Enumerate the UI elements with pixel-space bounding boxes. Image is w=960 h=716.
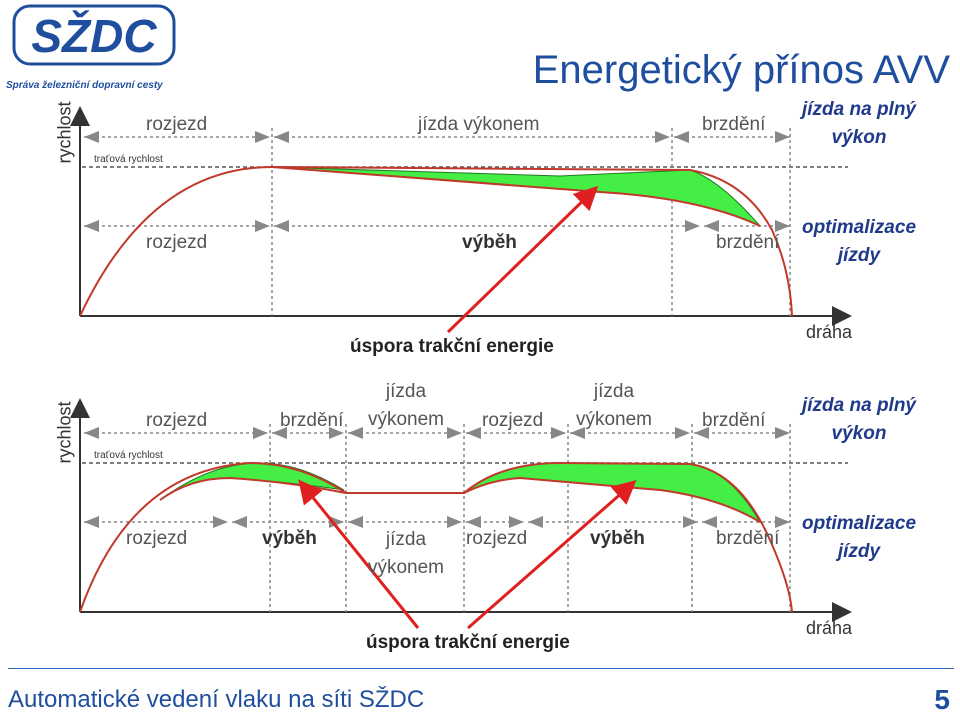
bottom-full-power-side-label: jízda na plný výkon: [784, 392, 934, 448]
top-row2-label-2: výběh: [462, 232, 517, 253]
logo-subtitle: Správa železniční dopravní cesty: [6, 80, 163, 91]
bottom-row2-label-7: brzdění: [716, 528, 780, 549]
logo-text: SŽDC: [31, 10, 157, 62]
bottom-optimized-side-label: optimalizace jízdy: [784, 510, 934, 566]
top-full-power-side-line1: jízda na plný: [801, 99, 917, 120]
bottom-row1-label-3b: výkonem: [367, 409, 445, 430]
top-x-axis-label: dráha: [806, 322, 853, 342]
bottom-saving-label: úspora trakční energie: [366, 632, 570, 653]
bottom-row1-label-3a: jízda: [385, 381, 427, 402]
bottom-full-power-side-line1: jízda na plný: [801, 395, 917, 416]
page-title: Energetický přínos AVV: [532, 48, 950, 92]
footer-text: Automatické vedení vlaku na síti SŽDC: [8, 686, 425, 713]
top-optimized-side-line2: jízdy: [837, 245, 881, 266]
top-row1-label-1: rozjezd: [146, 114, 208, 135]
top-row1-label-2: jízda výkonem: [418, 114, 540, 135]
bottom-row1-label-1: rozjezd: [146, 410, 208, 431]
bottom-x-axis-label: dráha: [806, 618, 853, 638]
bottom-row1-label-6: jízda výkonem: [574, 378, 654, 434]
top-row1-dimensions: [84, 128, 791, 316]
bottom-row2-label-1: rozjezd: [126, 528, 188, 549]
top-full-power-side-label: jízda na plný výkon: [784, 96, 934, 152]
bottom-full-power-curve: [79, 461, 793, 613]
bottom-saving-pointer-1: [298, 479, 420, 629]
bottom-row1-label-5: rozjezd: [482, 410, 544, 431]
logo-mark: SŽDC: [12, 4, 176, 66]
page-number: 5: [934, 684, 950, 715]
logo: SŽDC: [4, 2, 180, 90]
bottom-y-axis-label: rychlost: [54, 401, 75, 464]
top-optimized-side-label: optimalizace jízdy: [784, 214, 934, 270]
bottom-row1-label-3: jízda výkonem: [366, 378, 446, 434]
bottom-row2-label-3b: výkonem: [367, 557, 445, 578]
top-row1-label-3: brzdění: [702, 114, 766, 135]
top-speed-line-label: traťová rychlost: [94, 154, 163, 165]
bottom-row1-label-6a: jízda: [593, 381, 635, 402]
top-optimized-curve: [271, 166, 761, 227]
bottom-row1-label-8: brzdění: [702, 410, 766, 431]
bottom-saving-pointer-2: [467, 480, 637, 630]
bottom-row2-label-3: jízda výkonem: [366, 526, 446, 582]
bottom-row1-dimensions: [84, 424, 791, 612]
top-y-axis-label: rychlost: [54, 101, 75, 164]
top-saving-pointer: [446, 185, 599, 334]
bottom-row2-label-5: rozjezd: [466, 528, 528, 549]
bottom-saving-area-1: [159, 462, 345, 501]
bottom-optimized-curve-2: [463, 476, 761, 523]
bottom-full-power-side-line2: výkon: [831, 423, 887, 444]
footer-divider: [8, 668, 954, 669]
top-row2-label-1: rozjezd: [146, 232, 208, 253]
bottom-row2-label-2: výběh: [262, 528, 317, 549]
top-full-power-curve: [79, 165, 793, 317]
bottom-row2-label-6: výběh: [590, 528, 645, 549]
bottom-row2-label-3a: jízda: [385, 529, 427, 550]
top-saving-area: [271, 166, 761, 227]
top-optimized-side-line1: optimalizace: [801, 217, 917, 238]
bottom-speed-line-label: traťová rychlost: [94, 450, 163, 461]
top-saving-label: úspora trakční energie: [350, 336, 554, 357]
top-row2-label-3: brzdění: [716, 232, 780, 253]
bottom-optimized-side-line2: jízdy: [837, 541, 881, 562]
bottom-row1-label-2: brzdění: [280, 410, 344, 431]
bottom-row1-label-6b: výkonem: [575, 409, 653, 430]
top-full-power-side-line2: výkon: [831, 127, 887, 148]
bottom-optimized-side-line1: optimalizace: [801, 513, 917, 534]
